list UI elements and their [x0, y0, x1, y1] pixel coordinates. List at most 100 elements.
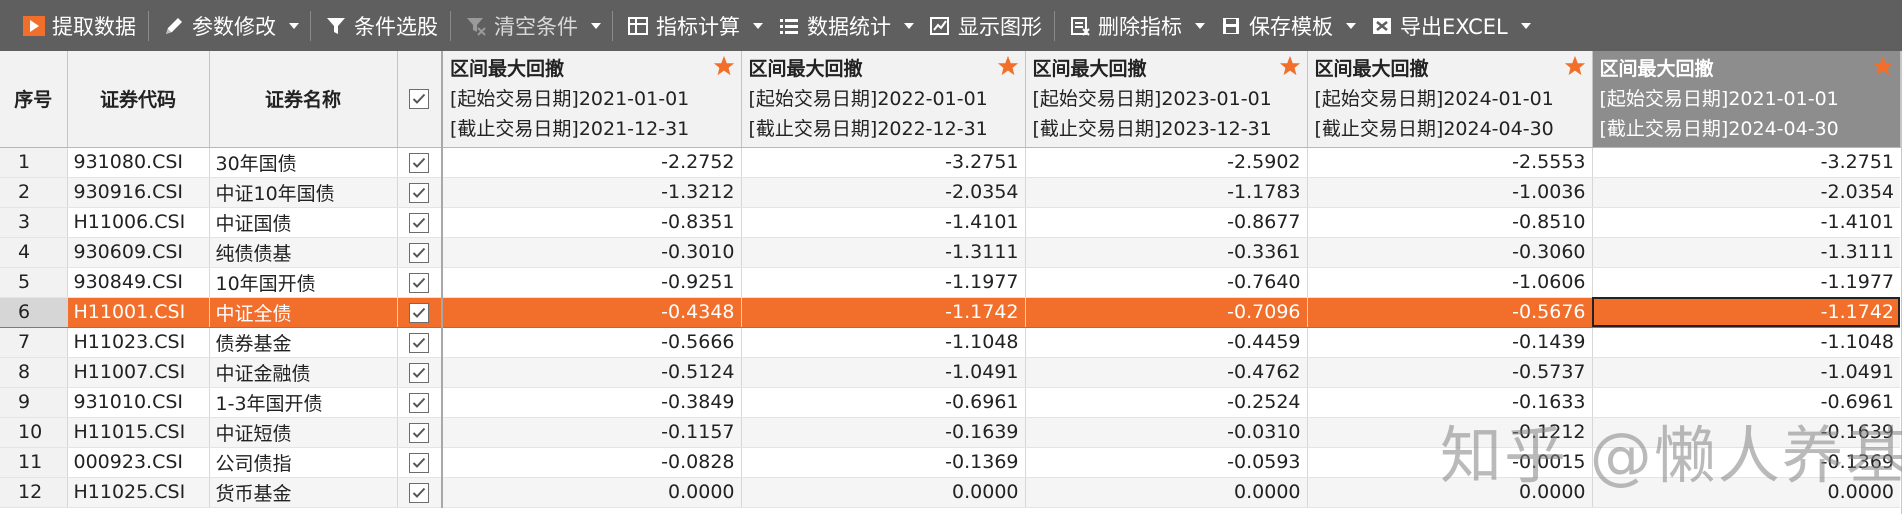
save-template-button[interactable]: 保存模板	[1211, 0, 1340, 51]
delete-indicator-button[interactable]: 删除指标	[1060, 0, 1189, 51]
max-drawdown-value[interactable]: -1.3111	[1592, 237, 1900, 268]
edit-params-button[interactable]: 参数修改	[154, 0, 283, 51]
max-drawdown-value[interactable]: -3.2751	[741, 147, 1026, 178]
max-drawdown-value[interactable]: -0.4348	[441, 297, 742, 328]
security-name[interactable]: 中证国债	[209, 207, 398, 238]
save-template-dropdown[interactable]	[1340, 0, 1362, 51]
security-name[interactable]: 中证全债	[209, 297, 398, 328]
table-row[interactable]: 10 H11015.CSI 中证短债 -0.1157 -0.1639 -0.0310 -0.…	[0, 417, 1900, 448]
table-row[interactable]: 11 000923.CSI 公司债指 -0.0828 -0.1369 -0.0593 -0.…	[0, 447, 1900, 478]
data-stats-dropdown[interactable]	[898, 0, 920, 51]
max-drawdown-value[interactable]: -0.6961	[1592, 387, 1900, 418]
max-drawdown-value[interactable]: -0.1212	[1307, 417, 1593, 448]
row-checkbox-cell[interactable]	[397, 147, 443, 178]
max-drawdown-value[interactable]: -1.4101	[741, 207, 1026, 238]
fetch-data-button[interactable]: 提取数据	[14, 0, 143, 51]
security-code[interactable]: H11023.CSI	[67, 327, 210, 358]
security-name[interactable]: 公司债指	[209, 447, 398, 478]
row-checkbox[interactable]	[409, 152, 430, 173]
security-name[interactable]: 中证10年国债	[209, 177, 398, 208]
max-drawdown-value[interactable]: -0.4762	[1025, 357, 1308, 388]
max-drawdown-value[interactable]: -0.1439	[1307, 327, 1593, 358]
security-code[interactable]: 000923.CSI	[67, 447, 210, 478]
security-code[interactable]: 931080.CSI	[67, 147, 210, 178]
security-code[interactable]: 930916.CSI	[67, 177, 210, 208]
security-name[interactable]: 10年国开债	[209, 267, 398, 298]
security-code[interactable]: H11006.CSI	[67, 207, 210, 238]
max-drawdown-value[interactable]: -1.4101	[1592, 207, 1900, 238]
max-drawdown-value[interactable]: -0.0828	[441, 447, 742, 478]
max-drawdown-value[interactable]: -2.0354	[741, 177, 1026, 208]
max-drawdown-value[interactable]: -0.5676	[1307, 297, 1593, 328]
row-checkbox-cell[interactable]	[397, 267, 443, 298]
max-drawdown-value[interactable]: -0.1639	[741, 417, 1026, 448]
max-drawdown-value[interactable]: -2.2752	[441, 147, 742, 178]
row-checkbox-cell[interactable]	[397, 177, 443, 208]
row-checkbox-cell[interactable]	[397, 237, 443, 268]
row-checkbox[interactable]	[409, 302, 430, 323]
max-drawdown-value[interactable]: -0.5666	[441, 327, 742, 358]
security-code[interactable]: 930609.CSI	[67, 237, 210, 268]
security-code[interactable]: H11007.CSI	[67, 357, 210, 388]
max-drawdown-value[interactable]: -1.1048	[1592, 327, 1900, 358]
max-drawdown-value[interactable]: -1.0036	[1307, 177, 1593, 208]
table-row[interactable]: 1 931080.CSI 30年国债 -2.2752 -3.2751 -2.5902 -2.…	[0, 147, 1900, 178]
max-drawdown-value[interactable]: 0.0000	[1025, 477, 1308, 508]
row-checkbox-cell[interactable]	[397, 297, 443, 328]
row-checkbox-cell[interactable]	[397, 447, 443, 478]
max-drawdown-value[interactable]: -0.5737	[1307, 357, 1593, 388]
row-checkbox-cell[interactable]	[397, 477, 443, 508]
row-checkbox[interactable]	[409, 212, 430, 233]
max-drawdown-value[interactable]: 0.0000	[741, 477, 1026, 508]
max-drawdown-value[interactable]: -0.1639	[1592, 417, 1900, 448]
security-name[interactable]: 债券基金	[209, 327, 398, 358]
table-row[interactable]: 3 H11006.CSI 中证国债 -0.8351 -1.4101 -0.8677 -0.8…	[0, 207, 1900, 238]
security-code[interactable]: H11015.CSI	[67, 417, 210, 448]
row-checkbox[interactable]	[409, 272, 430, 293]
metric-header-5[interactable]: 区间最大回撤 [起始交易日期]2021-01-01 [截止交易日期]2024-0…	[1592, 51, 1901, 148]
max-drawdown-value[interactable]: -1.0606	[1307, 267, 1593, 298]
max-drawdown-value[interactable]: -0.0015	[1307, 447, 1593, 478]
security-name[interactable]: 30年国债	[209, 147, 398, 178]
header-name[interactable]: 证券名称	[209, 51, 398, 148]
header-select-all[interactable]	[397, 51, 443, 148]
row-checkbox[interactable]	[409, 182, 430, 203]
security-code[interactable]: H11025.CSI	[67, 477, 210, 508]
export-excel-button[interactable]: 导出EXCEL	[1362, 0, 1515, 51]
max-drawdown-value[interactable]: -1.1783	[1025, 177, 1308, 208]
table-row[interactable]: 12 H11025.CSI 货币基金 0.0000 0.0000 0.0000 0.0000…	[0, 477, 1900, 508]
row-checkbox[interactable]	[409, 392, 430, 413]
max-drawdown-value[interactable]: -1.0491	[741, 357, 1026, 388]
max-drawdown-value[interactable]: -0.3010	[441, 237, 742, 268]
security-name[interactable]: 中证金融债	[209, 357, 398, 388]
max-drawdown-value[interactable]: 0.0000	[441, 477, 742, 508]
max-drawdown-value[interactable]: -1.3111	[741, 237, 1026, 268]
max-drawdown-value[interactable]: -1.0491	[1592, 357, 1900, 388]
star-icon[interactable]	[997, 55, 1019, 77]
security-code[interactable]: 930849.CSI	[67, 267, 210, 298]
security-name[interactable]: 中证短债	[209, 417, 398, 448]
table-row[interactable]: 7 H11023.CSI 债券基金 -0.5666 -1.1048 -0.4459 -0.1…	[0, 327, 1900, 358]
max-drawdown-value[interactable]: 0.0000	[1592, 477, 1900, 508]
max-drawdown-value[interactable]: -1.1742	[1592, 297, 1900, 328]
max-drawdown-value[interactable]: -0.0593	[1025, 447, 1308, 478]
max-drawdown-value[interactable]: -3.2751	[1592, 147, 1900, 178]
security-name[interactable]: 货币基金	[209, 477, 398, 508]
table-row[interactable]: 2 930916.CSI 中证10年国债 -1.3212 -2.0354 -1.1783-…	[0, 177, 1900, 208]
max-drawdown-value[interactable]: -0.0310	[1025, 417, 1308, 448]
max-drawdown-value[interactable]: -0.1369	[1592, 447, 1900, 478]
edit-params-dropdown[interactable]	[283, 0, 305, 51]
clear-conditions-button[interactable]: 清空条件	[456, 0, 585, 51]
max-drawdown-value[interactable]: -0.8677	[1025, 207, 1308, 238]
max-drawdown-value[interactable]: -1.1048	[741, 327, 1026, 358]
max-drawdown-value[interactable]: -0.1157	[441, 417, 742, 448]
metric-header-1[interactable]: 区间最大回撤 [起始交易日期]2021-01-01 [截止交易日期]2021-1…	[441, 51, 742, 148]
security-code[interactable]: 931010.CSI	[67, 387, 210, 418]
max-drawdown-value[interactable]: -2.5553	[1307, 147, 1593, 178]
max-drawdown-value[interactable]: -2.0354	[1592, 177, 1900, 208]
max-drawdown-value[interactable]: -0.3060	[1307, 237, 1593, 268]
show-chart-button[interactable]: 显示图形	[920, 0, 1049, 51]
max-drawdown-value[interactable]: -0.7096	[1025, 297, 1308, 328]
metric-header-4[interactable]: 区间最大回撤 [起始交易日期]2024-01-01 [截止交易日期]2024-0…	[1307, 51, 1593, 148]
star-icon[interactable]	[1872, 55, 1894, 77]
